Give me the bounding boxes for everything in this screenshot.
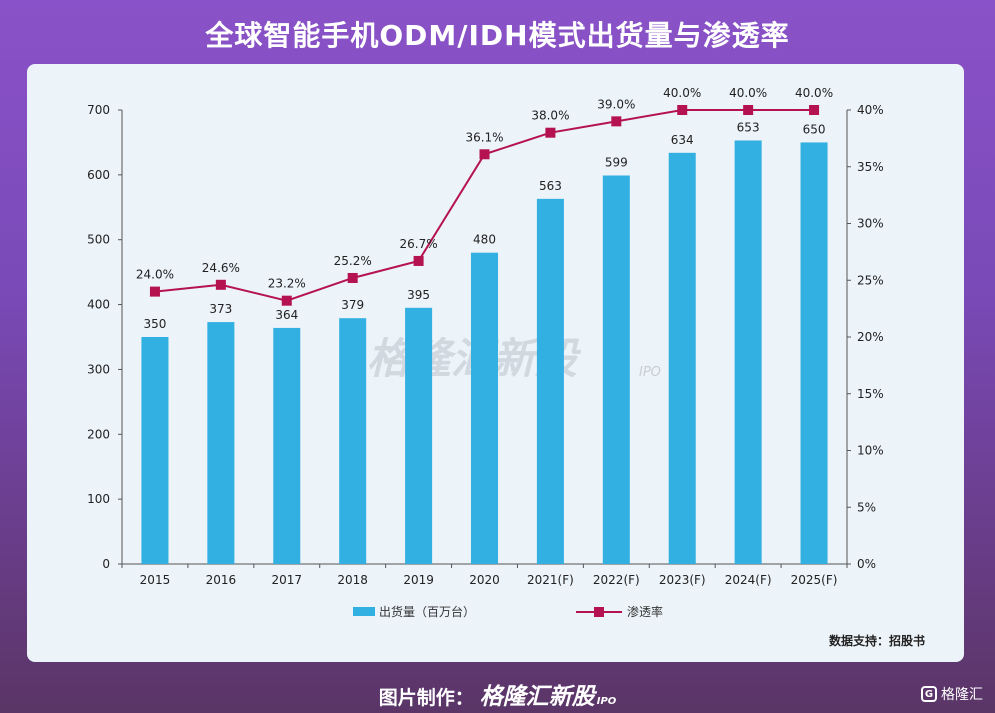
- bar-data-label: 599: [605, 156, 628, 170]
- corner-logo-text: 格隆汇: [941, 687, 983, 703]
- x-tick-label: 2021(F): [527, 573, 574, 587]
- line-point: [215, 279, 226, 290]
- y-left-tick-label: 200: [87, 427, 110, 441]
- line-point: [149, 286, 160, 297]
- line-data-label: 25.2%: [334, 254, 372, 268]
- footer-brand-suffix: IPO: [596, 696, 617, 707]
- y-right-tick-label: 10%: [857, 444, 884, 458]
- bar-data-label: 373: [209, 302, 232, 316]
- bar: [668, 152, 696, 564]
- y-left-tick-label: 0: [102, 557, 110, 571]
- y-right-tick-label: 15%: [857, 387, 884, 401]
- footer-brand: 格隆汇新股: [479, 684, 595, 710]
- legend-line-label: 渗透率: [627, 604, 663, 619]
- source-note: 数据支持：招股书: [829, 633, 925, 648]
- bar-data-label: 480: [473, 233, 496, 247]
- bar-data-label: 350: [144, 317, 167, 331]
- y-right-tick-label: 25%: [857, 273, 884, 287]
- legend: 出货量（百万台） 渗透率: [353, 604, 663, 619]
- line-data-label: 24.0%: [136, 268, 174, 282]
- line-point: [743, 105, 754, 115]
- line-data-label: 23.2%: [268, 277, 306, 291]
- axes: 0 100 200 300 400 500 600 700 0% 5% 10% 15% 20% 25% 30…: [87, 103, 884, 587]
- bar-data-label: 563: [539, 179, 562, 193]
- bar-data-label: 650: [803, 122, 826, 136]
- line-point: [611, 116, 622, 127]
- bar-data-label: 634: [671, 133, 694, 147]
- y-right-tick-label: 35%: [857, 160, 884, 174]
- y-left-tick-label: 400: [87, 298, 110, 312]
- x-tick-label: 2020: [469, 573, 500, 587]
- line-series: 24.0% 24.6% 23.2% 25.2% 26.7% 36.1% 38.0% 39.0%…: [136, 86, 833, 306]
- g-logo-icon: G: [921, 686, 937, 702]
- bar-data-label: 364: [275, 308, 298, 322]
- line-point: [545, 127, 556, 138]
- chart-svg: 格隆汇新股 IPO 01002003004005006007000%5%10%1…: [87, 86, 925, 648]
- x-tick-label: 2022(F): [593, 573, 640, 587]
- bar: [734, 140, 762, 564]
- legend-bar-label: 出货量（百万台）: [379, 604, 475, 619]
- x-tick-label: 2025(F): [791, 573, 838, 587]
- footer: 图片制作： 格隆汇新股 IPO: [0, 677, 995, 711]
- line-point: [479, 149, 490, 160]
- x-tick-label: 2017: [271, 573, 302, 587]
- bar: [470, 252, 499, 564]
- line-data-label: 40.0%: [795, 86, 833, 100]
- line-point: [347, 272, 358, 283]
- chart-card: 格隆汇新股 IPO 01002003004005006007000%5%10%1…: [27, 64, 964, 662]
- bar-data-label: 379: [341, 298, 364, 312]
- bar: [602, 175, 630, 564]
- line-data-label: 36.1%: [465, 130, 503, 144]
- x-tick-label: 2015: [140, 573, 171, 587]
- y-right-tick-label: 40%: [857, 103, 884, 117]
- y-right-tick-label: 30%: [857, 217, 884, 231]
- y-left-tick-label: 700: [87, 103, 110, 117]
- line-point: [413, 255, 424, 266]
- watermark-suffix: IPO: [639, 365, 661, 380]
- y-left-tick-label: 600: [87, 168, 110, 182]
- x-tick-label: 2023(F): [659, 573, 706, 587]
- y-left-tick-label: 300: [87, 362, 110, 376]
- chart-title: 全球智能手机ODM/IDH模式出货量与渗透率: [205, 19, 790, 52]
- line-point: [677, 105, 688, 115]
- corner-logo: G 格隆汇: [921, 684, 983, 704]
- bar: [800, 142, 828, 564]
- line-point: [281, 295, 292, 306]
- bar: [405, 307, 433, 564]
- y-left-tick-label: 500: [87, 233, 110, 247]
- y-right-tick-label: 20%: [857, 330, 884, 344]
- x-tick-label: 2016: [206, 573, 237, 587]
- bar: [339, 318, 367, 564]
- y-right-tick-label: 0%: [857, 557, 876, 571]
- bar-data-label: 653: [737, 120, 760, 134]
- line-data-label: 24.6%: [202, 261, 240, 275]
- line-data-label: 26.7%: [400, 237, 438, 251]
- line-data-label: 38.0%: [531, 109, 569, 123]
- y-left-tick-label: 100: [87, 492, 110, 506]
- line-data-label: 40.0%: [729, 86, 767, 100]
- bar: [207, 322, 235, 564]
- bar: [273, 327, 301, 564]
- x-tick-label: 2024(F): [725, 573, 772, 587]
- line-data-label: 40.0%: [663, 86, 701, 100]
- line-data-label: 39.0%: [597, 97, 635, 111]
- x-tick-label: 2019: [403, 573, 434, 587]
- bar: [536, 198, 564, 564]
- footer-label: 图片制作：: [378, 687, 474, 709]
- y-right-tick-label: 5%: [857, 500, 876, 514]
- bars: 350 373 364 379 395 480 563 599 634 653 650: [141, 120, 828, 564]
- legend-bar-swatch: [353, 607, 375, 616]
- bar-data-label: 395: [407, 288, 430, 302]
- bar: [141, 337, 169, 564]
- legend-line-marker: [594, 607, 604, 617]
- line-point: [809, 105, 820, 115]
- x-tick-label: 2018: [337, 573, 368, 587]
